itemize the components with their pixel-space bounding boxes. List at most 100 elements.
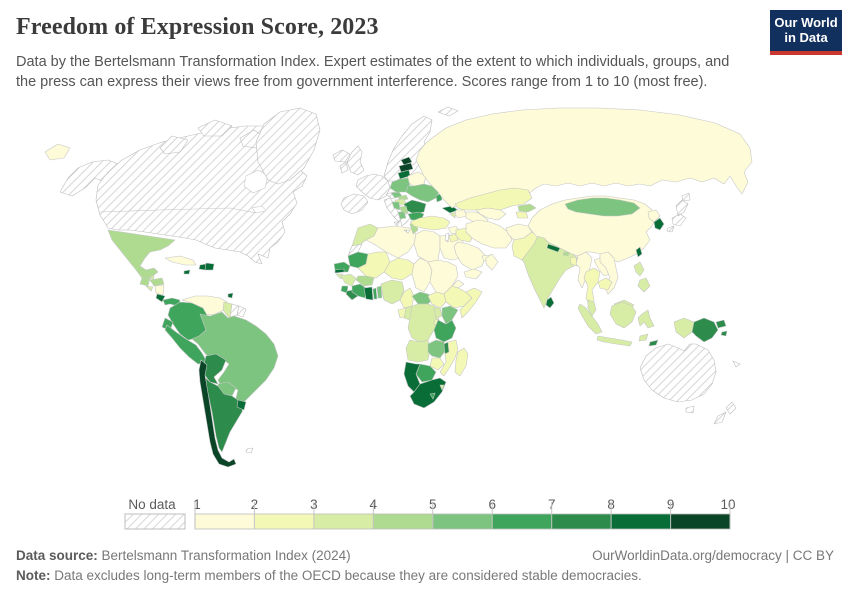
country-mexico[interactable]	[107, 229, 176, 279]
country-nepal[interactable]	[546, 243, 561, 253]
country-benin[interactable]	[376, 285, 383, 299]
country-greenland[interactable]	[255, 107, 321, 185]
country-thailand[interactable]	[583, 267, 601, 307]
country-australia[interactable]	[639, 343, 717, 403]
country-iran[interactable]	[465, 219, 513, 249]
country-turkey[interactable]	[409, 215, 451, 231]
country-russia-chukotka[interactable]	[44, 143, 71, 161]
country-iberia[interactable]	[340, 193, 369, 215]
country-zambia[interactable]	[427, 339, 447, 359]
country-libya[interactable]	[413, 229, 441, 263]
country-cambodia[interactable]	[597, 277, 613, 291]
country-tanzania[interactable]	[433, 319, 457, 343]
data-source-line: Data source: Bertelsmann Transformation …	[16, 548, 351, 563]
country-gambia[interactable]	[334, 268, 345, 274]
country-indonesia-lesser-sunda[interactable]	[638, 333, 649, 342]
country-svalbard[interactable]	[437, 106, 459, 117]
owid-logo-accent-bar	[770, 50, 842, 55]
country-madagascar[interactable]	[454, 347, 469, 377]
legend-bin-8[interactable]	[611, 514, 671, 529]
legend-bin-6[interactable]	[492, 514, 552, 529]
country-indonesia-west-papua[interactable]	[673, 317, 695, 339]
country-indonesia-sulawesi[interactable]	[637, 309, 655, 329]
country-oman[interactable]	[485, 253, 499, 271]
country-el-salvador[interactable]	[145, 285, 154, 292]
country-lesotho[interactable]	[429, 392, 436, 400]
country-mongolia[interactable]	[564, 197, 641, 217]
country-iceland[interactable]	[332, 149, 351, 163]
country-uruguay[interactable]	[236, 399, 247, 411]
country-burkina-faso[interactable]	[355, 275, 375, 287]
country-algeria[interactable]	[365, 225, 417, 259]
country-timor-leste[interactable]	[648, 339, 659, 347]
country-western-europe[interactable]	[355, 173, 391, 201]
country-saudi-arabia[interactable]	[453, 241, 487, 271]
country-bangladesh[interactable]	[569, 256, 578, 267]
country-estonia[interactable]	[400, 156, 413, 166]
country-jamaica[interactable]	[183, 269, 191, 275]
country-tajikistan[interactable]	[515, 211, 529, 219]
country-indonesia-sumatra[interactable]	[577, 303, 603, 335]
country-ghana[interactable]	[363, 286, 374, 301]
country-new-caledonia[interactable]	[732, 360, 741, 368]
country-yemen[interactable]	[463, 268, 483, 280]
country-croatia-bosnia[interactable]	[391, 201, 401, 211]
country-dominican-republic[interactable]	[204, 262, 215, 271]
country-vietnam[interactable]	[599, 251, 619, 295]
country-mozambique[interactable]	[439, 339, 459, 377]
country-honduras[interactable]	[149, 277, 165, 287]
legend-bin-2[interactable]	[254, 514, 314, 529]
country-south-africa[interactable]	[409, 377, 447, 409]
country-angola[interactable]	[405, 339, 431, 363]
legend-bin-1[interactable]	[195, 514, 255, 529]
country-nicaragua[interactable]	[154, 284, 165, 296]
country-russia[interactable]	[415, 107, 753, 209]
country-togo[interactable]	[372, 287, 378, 300]
legend-no-data-label: No data	[128, 497, 176, 512]
country-israel[interactable]	[444, 232, 450, 243]
country-south-korea[interactable]	[653, 217, 665, 231]
country-trinidad[interactable]	[227, 292, 234, 299]
country-ireland[interactable]	[339, 161, 349, 174]
legend-bin-4[interactable]	[373, 514, 433, 529]
country-philippines[interactable]	[633, 261, 651, 293]
owid-logo[interactable]: Our World in Data	[770, 10, 842, 55]
country-albania-macedonia[interactable]	[397, 211, 407, 220]
country-ukraine[interactable]	[405, 183, 441, 203]
country-guatemala[interactable]	[139, 277, 151, 287]
country-cuba[interactable]	[164, 255, 197, 266]
country-ivory-coast[interactable]	[351, 283, 367, 299]
country-somalia[interactable]	[459, 287, 483, 319]
country-papua-new-guinea[interactable]	[691, 317, 727, 343]
country-new-zealand[interactable]	[713, 401, 737, 425]
legend-bin-7[interactable]	[551, 514, 612, 529]
legend-bin-3[interactable]	[313, 514, 374, 529]
country-myanmar[interactable]	[575, 251, 593, 289]
country-south-sudan[interactable]	[427, 291, 447, 309]
chart-footer: Data source: Bertelsmann Transformation …	[16, 548, 834, 583]
country-argentina[interactable]	[205, 377, 245, 453]
owid-link[interactable]: OurWorldinData.org/democracy | CC BY	[592, 548, 834, 563]
country-zimbabwe[interactable]	[429, 357, 445, 371]
country-chile[interactable]	[198, 359, 237, 468]
country-kyrgyzstan[interactable]	[517, 203, 537, 213]
country-united-kingdom[interactable]	[346, 145, 365, 176]
legend-no-data-swatch[interactable]	[124, 513, 186, 530]
country-falklands[interactable]	[245, 447, 254, 454]
country-guinea[interactable]	[340, 273, 357, 287]
legend-bin-9[interactable]	[670, 514, 730, 529]
country-north-korea[interactable]	[647, 209, 661, 223]
country-solomon-islands[interactable]	[720, 330, 728, 337]
country-eswatini[interactable]	[439, 384, 445, 391]
country-french-guiana[interactable]	[236, 305, 247, 318]
country-sri-lanka[interactable]	[545, 296, 555, 309]
country-tasmania[interactable]	[685, 405, 695, 414]
country-japan[interactable]	[666, 192, 691, 233]
country-indonesia-java[interactable]	[596, 335, 633, 347]
country-kazakhstan[interactable]	[454, 187, 533, 211]
country-indonesia-borneo[interactable]	[609, 301, 637, 329]
country-azerbaijan[interactable]	[454, 209, 468, 219]
legend-bin-5[interactable]	[432, 514, 493, 529]
country-latvia[interactable]	[398, 162, 414, 173]
country-taiwan[interactable]	[635, 246, 643, 258]
